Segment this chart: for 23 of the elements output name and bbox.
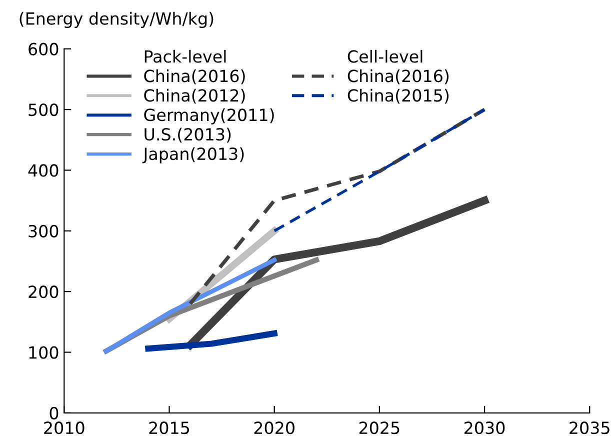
x-tick-label: 2015 (149, 422, 189, 434)
y-tick-label: 400 (28, 164, 58, 177)
annotation: Pack-level (144, 50, 226, 63)
x-tick-label: 2030 (464, 422, 505, 434)
annotation: Cell-level (348, 50, 422, 63)
y-axis-title: (Energy density/Wh/kg) (20, 12, 214, 28)
legend-label: China(2015) (348, 88, 449, 104)
y-tick-label: 500 (28, 103, 58, 116)
y-tick-label: 100 (29, 346, 58, 359)
legend-label: China(2012) (144, 88, 245, 104)
y-tick-label: 600 (28, 42, 58, 56)
x-tick-label: 2020 (254, 422, 294, 434)
legend-label: U.S.(2013) (144, 128, 231, 143)
y-tick-label: 200 (28, 286, 58, 298)
legend-label: China(2016) (348, 69, 449, 84)
legend-label: China(2016) (144, 69, 245, 84)
y-tick-label: 300 (28, 224, 58, 238)
x-tick-label: 2035 (570, 422, 610, 434)
x-tick-label: 2010 (44, 422, 84, 434)
y-tick-label: 0 (50, 406, 58, 420)
legend-label: Japan(2013) (142, 147, 244, 164)
legend-label: Germany(2011) (144, 108, 274, 124)
x-tick-label: 2025 (359, 422, 400, 434)
